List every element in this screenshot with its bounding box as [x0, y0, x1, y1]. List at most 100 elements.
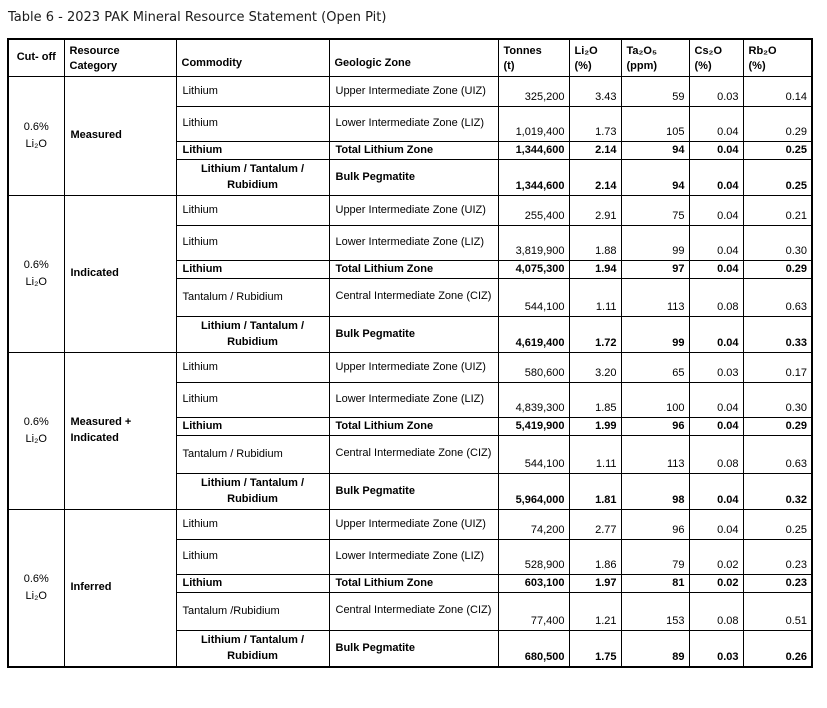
cs2o-cell: 0.08 — [688, 434, 744, 474]
zone-cell: Bulk Pegmatite — [328, 472, 499, 510]
rb2o-cell: 0.33 — [742, 315, 813, 353]
header-line: (%) — [694, 60, 712, 73]
cutoff-line: 0.6% — [23, 259, 49, 272]
tonnes-cell: 4,075,300 — [497, 259, 570, 279]
table-row: Lithium Total Lithium Zone 1,344,600 2.1… — [8, 140, 813, 160]
cutoff-cell: 0.6% Li₂O — [7, 75, 65, 196]
cutoff-cell: 0.6% Li₂O — [7, 508, 65, 668]
cs2o-cell: 0.04 — [688, 472, 744, 510]
header-cutoff: Cut- off — [7, 38, 65, 77]
commodity-cell: Lithium — [175, 381, 330, 418]
ta2o5-cell: 81 — [620, 573, 690, 593]
li2o-cell: 2.14 — [568, 158, 622, 196]
cs2o-cell: 0.04 — [688, 315, 744, 353]
ta2o5-cell: 65 — [620, 351, 690, 383]
table-row: 0.6% Li₂O Measured + Indicated Lithium U… — [7, 351, 813, 510]
table-body: 0.6% Li₂O Measured Lithium Upper Interme… — [7, 75, 813, 668]
zone-cell: Lower Intermediate Zone (LIZ) — [328, 105, 499, 142]
commodity-cell: Lithium — [175, 105, 330, 142]
ta2o5-cell: 94 — [620, 158, 690, 196]
ta2o5-cell: 89 — [620, 629, 690, 668]
tonnes-cell: 5,419,900 — [497, 416, 570, 436]
li2o-cell: 2.14 — [568, 140, 622, 160]
header-line: Rb₂O — [748, 45, 777, 57]
header-commodity: Commodity — [175, 38, 330, 77]
cs2o-cell: 0.08 — [688, 591, 744, 631]
rb2o-cell: 0.29 — [742, 105, 813, 142]
category-cell: Inferred — [63, 508, 177, 668]
commodity-cell: Lithium — [175, 508, 330, 540]
tonnes-cell: 580,600 — [497, 351, 570, 383]
cs2o-cell: 0.04 — [688, 416, 744, 436]
table-row: Lithium Lower Intermediate Zone (LIZ) 52… — [8, 538, 813, 575]
li2o-cell: 1.21 — [568, 591, 622, 631]
table-row: Lithium / Tantalum / Rubidium Bulk Pegma… — [8, 158, 813, 196]
cs2o-cell: 0.04 — [688, 105, 744, 142]
tonnes-cell: 544,100 — [497, 434, 570, 474]
header-line: Tonnes — [503, 45, 542, 57]
cutoff-line: Li₂O — [25, 432, 47, 445]
cs2o-cell: 0.04 — [688, 508, 744, 540]
mineral-resource-table: Cut- off Resource Category Commodity Geo… — [7, 38, 813, 668]
cs2o-cell: 0.04 — [688, 140, 744, 160]
ta2o5-cell: 94 — [620, 140, 690, 160]
rb2o-cell: 0.29 — [742, 259, 813, 279]
ta2o5-cell: 79 — [620, 538, 690, 575]
commodity-cell: Lithium — [175, 416, 330, 436]
cs2o-cell: 0.03 — [688, 75, 744, 107]
li2o-cell: 1.97 — [568, 573, 622, 593]
rb2o-cell: 0.51 — [742, 591, 813, 631]
zone-cell: Upper Intermediate Zone (UIZ) — [328, 75, 499, 107]
zone-cell: Central Intermediate Zone (CIZ) — [328, 277, 499, 317]
zone-cell: Upper Intermediate Zone (UIZ) — [328, 508, 499, 540]
document-page: Table 6 - 2023 PAK Mineral Resource Stat… — [7, 10, 813, 668]
commodity-cell: Lithium / Tantalum / Rubidium — [175, 315, 330, 353]
ta2o5-cell: 98 — [620, 472, 690, 510]
ta2o5-cell: 113 — [620, 434, 690, 474]
header-line: Li₂O — [574, 45, 598, 57]
table-header: Cut- off Resource Category Commodity Geo… — [7, 38, 813, 77]
rb2o-cell: 0.29 — [742, 416, 813, 436]
cs2o-cell: 0.03 — [688, 629, 744, 668]
li2o-cell: 1.99 — [568, 416, 622, 436]
rb2o-cell: 0.63 — [742, 277, 813, 317]
category-cell: Indicated — [63, 194, 177, 353]
commodity-cell: Lithium — [175, 538, 330, 575]
table-row: Lithium Lower Intermediate Zone (LIZ) 1,… — [8, 105, 813, 142]
category-cell: Measured — [63, 75, 177, 196]
ta2o5-cell: 96 — [620, 416, 690, 436]
header-line: Ta₂O₅ — [626, 45, 658, 57]
li2o-cell: 1.75 — [568, 629, 622, 668]
cs2o-cell: 0.04 — [688, 194, 744, 226]
li2o-cell: 1.73 — [568, 105, 622, 142]
zone-cell: Lower Intermediate Zone (LIZ) — [328, 538, 499, 575]
zone-cell: Total Lithium Zone — [328, 573, 499, 593]
commodity-cell: Lithium / Tantalum / Rubidium — [175, 629, 330, 668]
zone-cell: Central Intermediate Zone (CIZ) — [328, 591, 499, 631]
table-title: Table 6 - 2023 PAK Mineral Resource Stat… — [8, 10, 387, 25]
tonnes-cell: 4,839,300 — [497, 381, 570, 418]
tonnes-cell: 77,400 — [497, 591, 570, 631]
rb2o-cell: 0.30 — [742, 381, 813, 418]
header-tonnes: Tonnes (t) — [497, 38, 570, 77]
li2o-cell: 1.81 — [568, 472, 622, 510]
li2o-cell: 1.11 — [568, 434, 622, 474]
commodity-cell: Lithium — [175, 75, 330, 107]
cutoff-line: 0.6% — [23, 121, 49, 134]
tonnes-cell: 255,400 — [497, 194, 570, 226]
li2o-cell: 2.77 — [568, 508, 622, 540]
commodity-cell: Lithium — [175, 573, 330, 593]
commodity-cell: Lithium — [175, 140, 330, 160]
rb2o-cell: 0.23 — [742, 538, 813, 575]
rb2o-cell: 0.25 — [742, 508, 813, 540]
header-line: (ppm) — [626, 60, 658, 73]
table-row: 0.6% Li₂O Inferred Lithium Upper Interme… — [7, 508, 813, 668]
rb2o-cell: 0.21 — [742, 194, 813, 226]
cutoff-line: Li₂O — [25, 589, 47, 602]
ta2o5-cell: 113 — [620, 277, 690, 317]
ta2o5-cell: 59 — [620, 75, 690, 107]
zone-cell: Total Lithium Zone — [328, 140, 499, 160]
header-li2o: Li₂O (%) — [568, 38, 622, 77]
tonnes-cell: 5,964,000 — [497, 472, 570, 510]
rb2o-cell: 0.25 — [742, 158, 813, 196]
